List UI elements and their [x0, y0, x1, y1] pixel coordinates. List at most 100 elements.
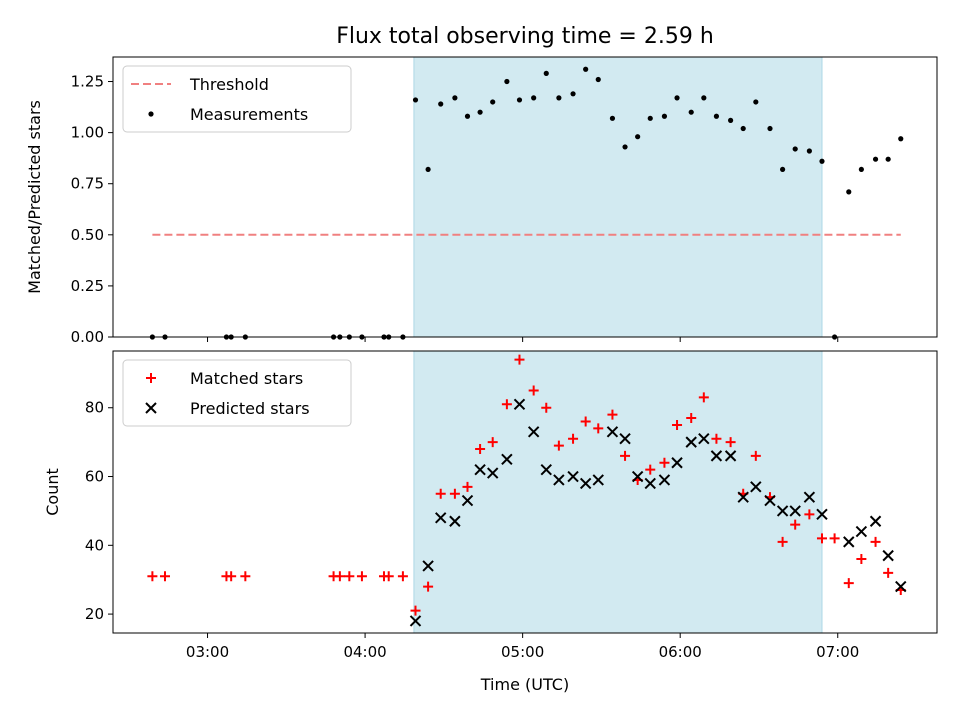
measurement-point — [570, 91, 576, 97]
predicted-star-point — [750, 481, 762, 493]
measurement-point — [728, 117, 734, 123]
legend-box — [122, 65, 352, 133]
legend-label: Predicted stars — [190, 399, 310, 418]
predicted-star-point — [449, 515, 461, 527]
matched-star-point — [777, 536, 788, 547]
matched-star-point — [883, 567, 894, 578]
matched-star-point — [553, 440, 564, 451]
matched-star-point — [226, 571, 237, 582]
legend-label: Threshold — [189, 75, 269, 94]
count-panel: 20 40 60 80 03:00 04:00 05:00 06:00 07:00 Count… — [43, 350, 938, 661]
y-tick-label: 0.75 — [71, 175, 104, 193]
matched-star-point — [334, 571, 345, 582]
y-tick-label: 1.25 — [71, 73, 104, 91]
matched-star-point — [475, 444, 486, 455]
predicted-star-point — [527, 426, 540, 438]
ratio-y-axis-label: Matched/Predicted stars — [25, 100, 44, 294]
matched-star-point — [541, 402, 552, 413]
matched-star-point — [672, 419, 683, 430]
matched-star-point — [159, 571, 170, 582]
count-panel-frame — [112, 350, 938, 634]
predicted-star-point — [658, 474, 671, 486]
predicted-star-point — [855, 525, 868, 538]
measurement-point — [819, 158, 825, 164]
predicted-star-point — [461, 494, 474, 507]
measurement-point — [701, 95, 707, 101]
matched-star-point — [686, 413, 697, 424]
matched-star-point — [240, 571, 251, 582]
measurement-point — [661, 113, 668, 119]
x-axis-label: Time (UTC) — [480, 675, 569, 694]
predicted-star-point — [501, 453, 513, 466]
measurement-point — [753, 99, 759, 105]
legend-box — [122, 359, 352, 427]
predicted-star-point — [737, 491, 749, 503]
matched-star-point — [870, 536, 881, 547]
matched-star-point — [397, 571, 408, 582]
observing-window-shade — [413, 350, 823, 634]
measurement-point — [504, 78, 510, 85]
predicted-star-point — [435, 512, 447, 524]
predicted-star-point — [409, 615, 422, 627]
measurement-point — [543, 70, 549, 76]
matched-star-point — [487, 437, 498, 448]
matched-star-point — [410, 605, 421, 616]
matched-star-point — [501, 399, 512, 410]
matched-star-point — [645, 464, 656, 475]
x-tick-label: 05:00 — [501, 643, 544, 661]
measurement-point — [412, 97, 419, 103]
x-tick-label: 03:00 — [186, 643, 229, 661]
matched-star-point — [423, 581, 434, 592]
y-tick-label: 20 — [85, 605, 104, 623]
measurement-point — [647, 115, 653, 121]
matched-star-point — [698, 392, 709, 403]
measurement-point — [595, 76, 601, 83]
x-tick-label: 04:00 — [343, 643, 386, 661]
predicted-star-point — [724, 450, 737, 462]
predicted-star-point — [895, 580, 907, 593]
matched-star-point — [344, 571, 355, 582]
predicted-star-point — [869, 515, 882, 527]
predicted-star-point — [816, 508, 828, 521]
matched-star-point — [843, 578, 854, 589]
chart-title: Flux total observing time = 2.59 h — [336, 24, 714, 49]
y-tick-label: 0.25 — [71, 277, 104, 295]
ratio-legend: Threshold Measurements — [122, 65, 352, 133]
predicted-star-point — [540, 463, 552, 476]
matched-star-point — [356, 571, 367, 582]
predicted-star-point — [644, 477, 656, 490]
predicted-star-point — [631, 470, 644, 483]
measurement-point — [898, 136, 904, 142]
predicted-star-point — [606, 426, 619, 438]
measurement-point — [846, 189, 852, 195]
legend-predicted-swatch — [145, 402, 157, 414]
predicted-star-point — [579, 477, 592, 490]
measurement-point — [425, 166, 431, 173]
predicted-star-point — [619, 432, 631, 445]
legend-measurement-swatch — [148, 111, 154, 117]
matched-star-point — [725, 437, 736, 448]
y-tick-label: 0.00 — [71, 328, 104, 346]
measurement-point — [556, 95, 562, 101]
matched-star-point — [607, 409, 618, 420]
measurement-point — [688, 109, 694, 115]
y-tick-label: 80 — [85, 399, 104, 417]
measurement-point — [792, 146, 798, 152]
predicted-star-point — [685, 436, 697, 448]
measurement-point — [583, 66, 589, 72]
ratio-panel-frame — [112, 56, 938, 338]
matched-star-point — [514, 354, 525, 365]
y-tick-label: 0.50 — [71, 226, 104, 244]
predicted-star-point — [592, 474, 604, 486]
predicted-star-point — [422, 560, 434, 572]
predicted-star-point — [803, 491, 816, 503]
measurement-point — [713, 113, 720, 119]
matched-star-point — [816, 533, 827, 544]
predicted-star-point — [474, 463, 486, 476]
measurement-point — [858, 166, 864, 173]
measurement-point — [464, 113, 471, 119]
measurement-point — [516, 97, 523, 103]
measurement-point — [872, 156, 879, 162]
predicted-star-point — [789, 505, 801, 517]
